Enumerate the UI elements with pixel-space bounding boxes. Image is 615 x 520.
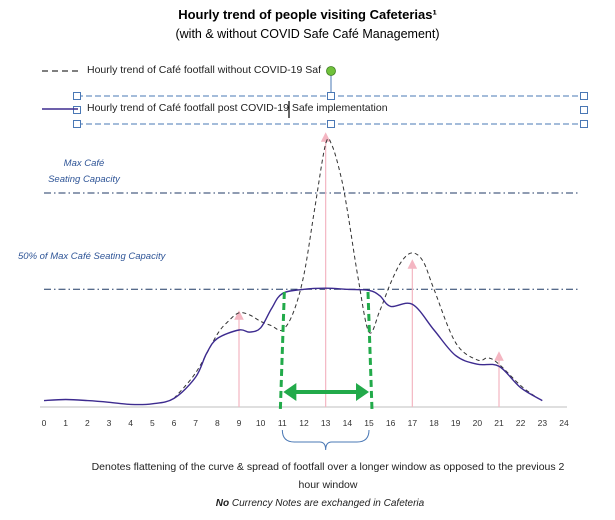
legend-label-without-covid: Hourly trend of Café footfall without CO… [87, 64, 322, 76]
half-capacity-label: 50% of Max Café Seating Capacity [18, 251, 166, 262]
series-line-post-covid [43, 287, 543, 406]
x-tick-label-6: 6 [171, 418, 177, 428]
x-tick-label-7: 7 [193, 418, 199, 428]
max-capacity-label: Max Café Seating Capacity [46, 156, 122, 188]
x-tick-label-11: 11 [277, 418, 287, 428]
footnote-text: Currency Notes are exchanged in Cafeteri… [229, 498, 425, 509]
selection-handle-2 [580, 92, 588, 100]
x-tick-label-22: 22 [515, 418, 526, 428]
selection-handle-0 [73, 92, 81, 100]
x-tick-label-2: 2 [84, 418, 90, 428]
x-tick-label-23: 23 [537, 418, 548, 428]
x-tick-label-19: 19 [450, 418, 461, 428]
series-line-without-covid [173, 137, 539, 399]
annotation-line2: hour window [298, 479, 358, 491]
window-arrow-right-head [356, 383, 369, 401]
x-tick-label-12: 12 [299, 418, 309, 428]
chart-subtitle: (with & without COVID Safe Café Manageme… [175, 27, 440, 41]
selection-handle-1 [327, 92, 335, 100]
max-capacity-label-line1: Max Café [63, 158, 105, 169]
footnote: No Currency Notes are exchanged in Cafet… [0, 498, 615, 509]
annotation-note: Denotes flattening of the curve & spread… [78, 458, 578, 494]
x-tick-label-20: 20 [472, 418, 483, 428]
x-tick-label-0: 0 [41, 418, 47, 428]
window-start-line [278, 291, 286, 411]
x-tick-label-13: 13 [320, 418, 331, 428]
x-tick-label-17: 17 [407, 418, 418, 428]
selection-handle-3 [73, 106, 81, 114]
footnote-bold: No [215, 498, 230, 509]
x-tick-label-24: 24 [559, 418, 569, 428]
window-bracket [281, 429, 370, 451]
selection-handle-4 [580, 106, 588, 114]
x-tick-label-10: 10 [255, 418, 266, 428]
x-tick-label-14: 14 [342, 418, 353, 428]
selection-handle-6 [327, 120, 335, 128]
x-tick-label-5: 5 [149, 418, 155, 428]
x-tick-label-1: 1 [63, 418, 69, 428]
annotation-line1: Denotes flattening of the curve & spread… [91, 461, 565, 473]
legend-label-post-covid: Hourly trend of Café footfall post COVID… [87, 102, 388, 114]
x-tick-label-3: 3 [106, 418, 112, 428]
x-tick-label-9: 9 [236, 418, 242, 428]
x-tick-label-21: 21 [494, 418, 504, 428]
chart-title: Hourly trend of people visiting Cafeteri… [178, 7, 437, 22]
x-tick-label-15: 15 [364, 418, 374, 428]
x-tick-label-18: 18 [429, 418, 439, 428]
x-tick-label-16: 16 [385, 418, 396, 428]
max-capacity-label-line2: Seating Capacity [48, 174, 120, 185]
window-arrow-left-head [283, 383, 297, 401]
rotate-handle [326, 66, 336, 76]
x-tick-label-8: 8 [214, 418, 220, 428]
x-tick-label-4: 4 [128, 418, 134, 428]
selection-handle-5 [73, 120, 81, 128]
window-end-line [366, 291, 374, 411]
selection-handle-7 [580, 120, 588, 128]
